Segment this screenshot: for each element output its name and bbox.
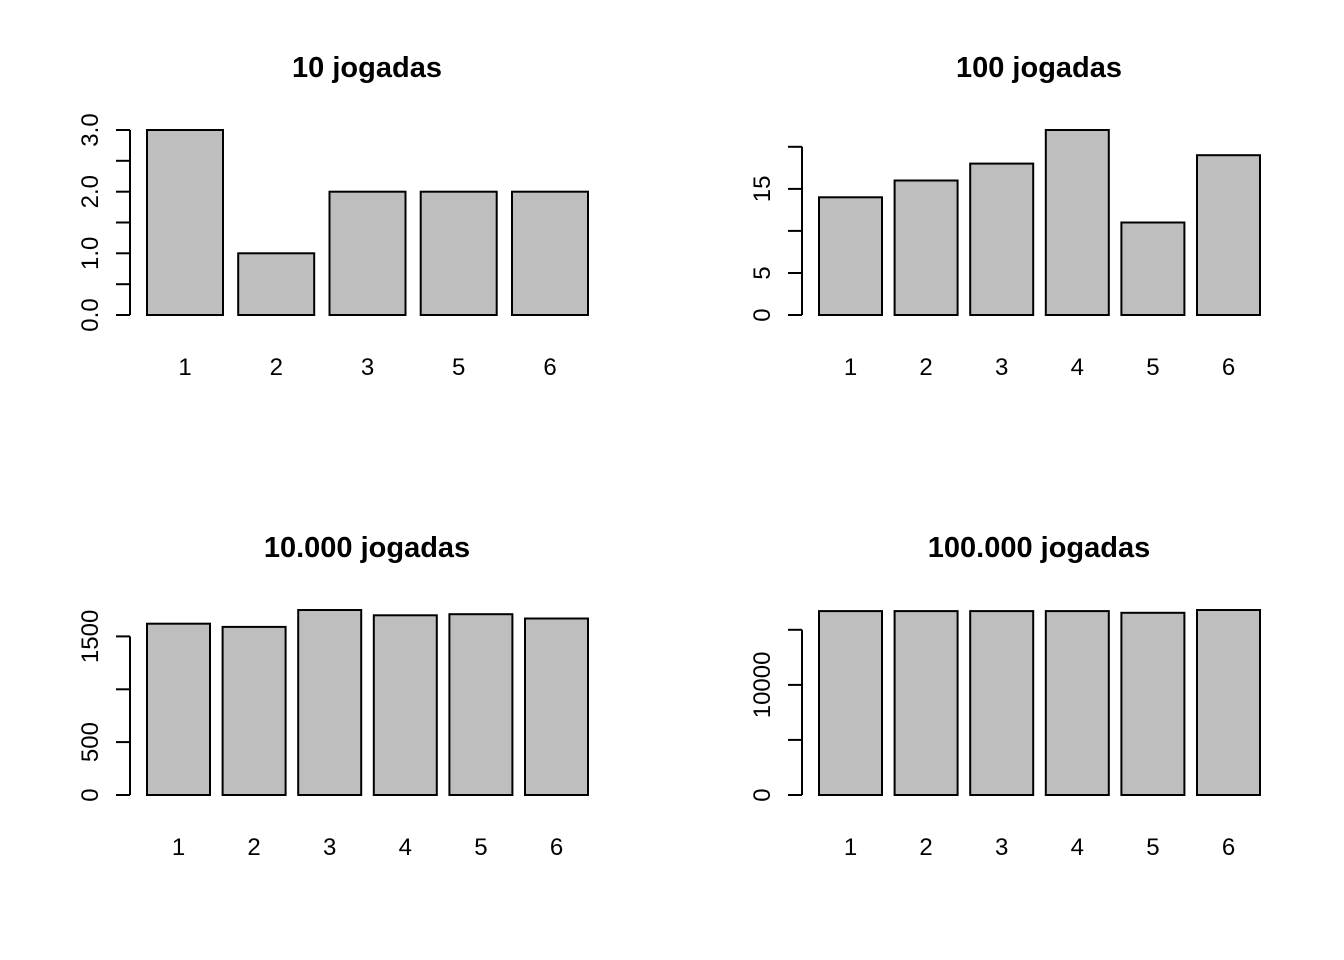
- bar-6: [524, 617, 589, 796]
- y-tick-label: 3.0: [77, 113, 104, 146]
- x-tick-label: 6: [543, 354, 556, 381]
- x-tick-label: 5: [1146, 834, 1159, 861]
- bar-4: [1044, 129, 1110, 316]
- panel-10000-jogadas: 10.000 jogadas 1 2 3 4 5 6 0 500 1500: [77, 532, 589, 861]
- bar-5: [1120, 611, 1186, 796]
- x-tick-label: 5: [474, 834, 487, 861]
- bar-1: [146, 129, 224, 316]
- bar-3: [297, 609, 363, 796]
- x-tick-label: 4: [1071, 834, 1084, 861]
- bar-5: [448, 613, 514, 797]
- y-tick-label: 15: [749, 176, 776, 203]
- y-tick-label: 0: [749, 308, 776, 321]
- bar-4: [1044, 610, 1110, 796]
- x-tick-label: 3: [361, 354, 374, 381]
- bar-6: [1196, 609, 1261, 796]
- panel-100000-jogadas: 100.000 jogadas 1 2 3 4 5 6 0 10000: [749, 532, 1261, 861]
- x-tick-label: 2: [270, 354, 283, 381]
- panel-10-jogadas: 10 jogadas 1 2 3 5 6 0.0 1.0 2.0 3.0: [77, 52, 589, 381]
- bar-1: [146, 622, 211, 797]
- bar-5: [419, 190, 498, 316]
- x-tick-label: 2: [919, 834, 932, 861]
- x-tick-label: 6: [1222, 834, 1235, 861]
- x-tick-label: 5: [1146, 354, 1159, 381]
- y-tick-label: 2.0: [77, 175, 104, 208]
- bar-2: [237, 252, 316, 317]
- y-tick-label: 10000: [749, 652, 776, 719]
- x-tick-label: 3: [995, 354, 1008, 381]
- y-tick-label: 1.0: [77, 237, 104, 270]
- x-tick-label: 5: [452, 354, 465, 381]
- bar-4: [372, 614, 438, 796]
- x-tick-label: 1: [178, 354, 191, 381]
- x-tick-label: 1: [172, 834, 185, 861]
- x-tick-label: 2: [919, 354, 932, 381]
- bar-1: [818, 196, 883, 316]
- bar-1: [818, 610, 883, 796]
- y-tick-label: 0: [77, 788, 104, 801]
- chart-title: 100 jogadas: [956, 52, 1122, 84]
- x-tick-label: 4: [399, 834, 412, 861]
- bar-6: [511, 190, 589, 316]
- x-tick-label: 6: [1222, 354, 1235, 381]
- bar-3: [969, 162, 1035, 316]
- y-tick-label: 500: [77, 722, 104, 762]
- y-tick-label: 5: [749, 266, 776, 279]
- bar-2: [893, 179, 959, 316]
- x-tick-label: 2: [247, 834, 260, 861]
- y-tick-label: 0: [749, 788, 776, 801]
- x-tick-label: 1: [844, 354, 857, 381]
- panel-100-jogadas: 100 jogadas 1 2 3 4 5 6 0 5 15: [749, 52, 1261, 381]
- y-tick-label: 0.0: [77, 298, 104, 331]
- chart-title: 10.000 jogadas: [264, 532, 470, 564]
- x-tick-label: 3: [323, 834, 336, 861]
- chart-title: 10 jogadas: [292, 52, 442, 84]
- x-tick-label: 4: [1071, 354, 1084, 381]
- bar-2: [221, 625, 287, 797]
- x-tick-label: 6: [550, 834, 563, 861]
- bar-6: [1196, 154, 1261, 316]
- bar-3: [969, 610, 1035, 796]
- chart-title: 100.000 jogadas: [928, 532, 1150, 564]
- x-tick-label: 1: [844, 834, 857, 861]
- bar-3: [328, 190, 407, 316]
- bar-2: [893, 610, 959, 796]
- x-tick-label: 3: [995, 834, 1008, 861]
- bar-5: [1120, 221, 1186, 316]
- y-tick-label: 1500: [77, 610, 104, 663]
